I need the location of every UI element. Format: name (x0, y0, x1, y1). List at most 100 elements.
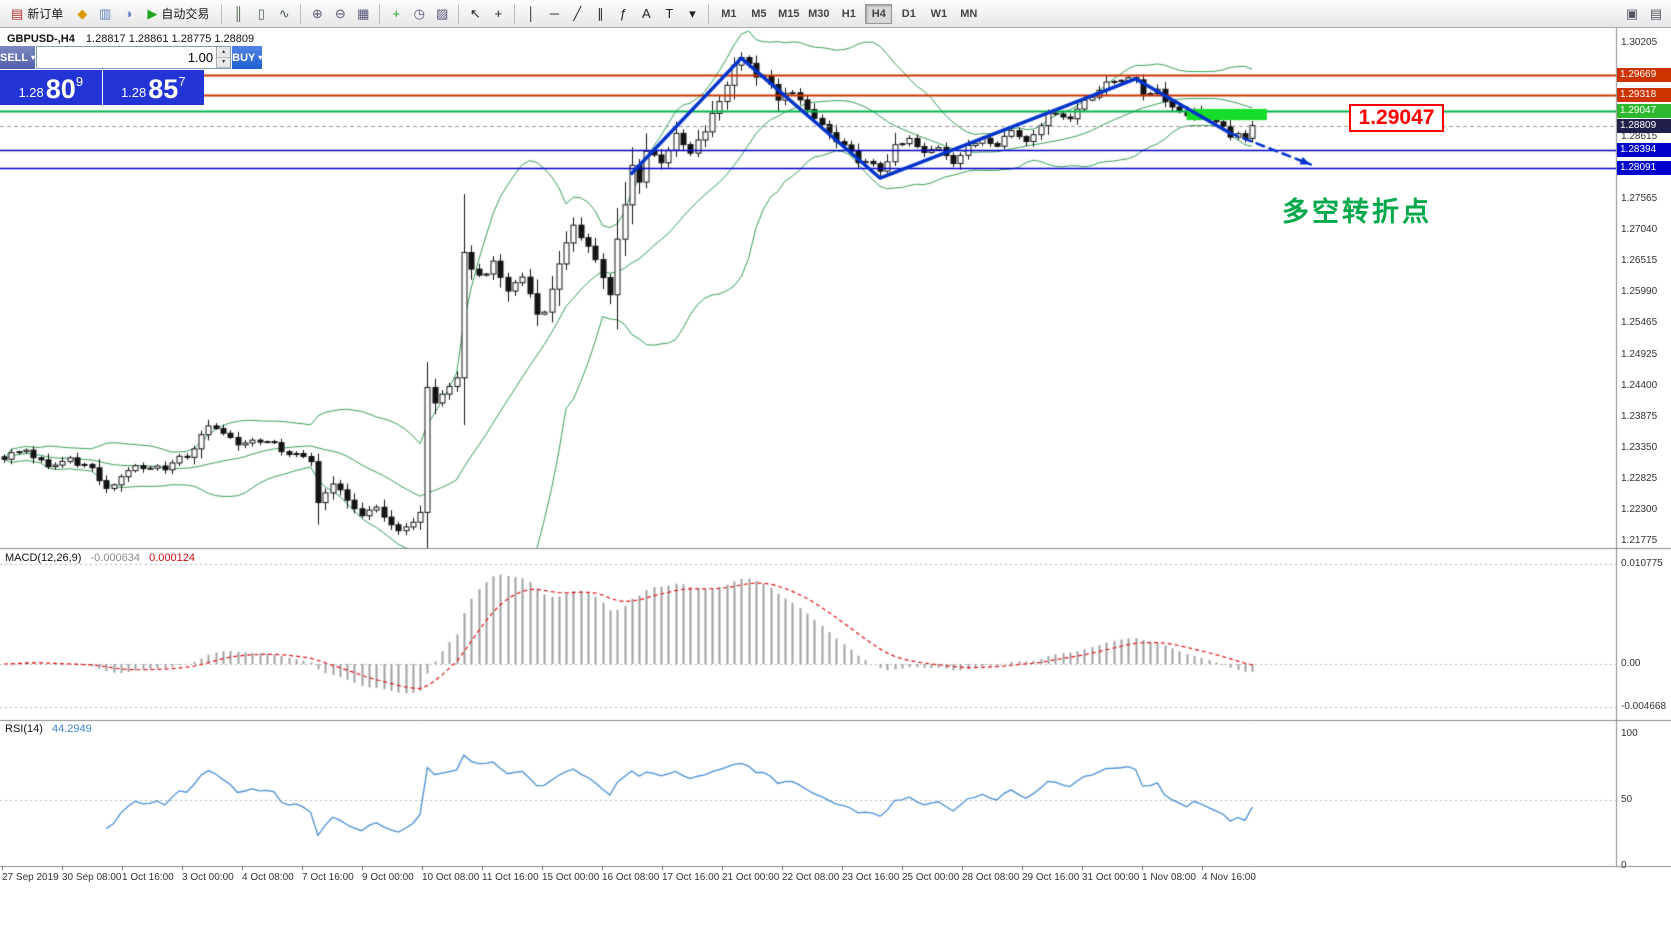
price-badge: 1.28091 (1617, 160, 1671, 175)
fibonacci-icon[interactable]: ƒ (612, 3, 634, 25)
price-axis-label: 1.22300 (1621, 504, 1658, 515)
arrows-tool-icon[interactable]: T (658, 3, 680, 25)
channel-icon[interactable]: ∥ (589, 3, 611, 25)
time-axis-label: 17 Oct 16:00 (662, 872, 720, 883)
time-axis-label: 27 Sep 2019 (2, 872, 59, 883)
price-badge: 1.29669 (1617, 67, 1671, 82)
crosshair-icon[interactable]: + (487, 3, 509, 25)
cursor-icon[interactable]: ↖ (464, 3, 486, 25)
data-window-icon[interactable]: ◑ (117, 3, 139, 25)
macd-name: MACD(12,26,9) (5, 552, 82, 564)
trade-price-row: 1.28 80 9 1.28 85 7 (0, 70, 204, 105)
toolbar-separator (379, 3, 381, 24)
periods-icon[interactable]: ◷ (408, 3, 430, 25)
rsi-axis-label: 0 (1621, 860, 1627, 871)
price-badge: 1.28809 (1617, 118, 1671, 133)
sell-caret-icon: ▾ (31, 53, 36, 62)
time-axis-label: 29 Oct 16:00 (1022, 872, 1080, 883)
sell-price-prefix: 1.28 (18, 85, 44, 100)
price-axis-label: 1.28615 (1621, 130, 1658, 142)
shapes-dropdown-icon-glyph-icon: ▾ (689, 5, 696, 21)
text-icon-glyph-icon: A (641, 6, 651, 21)
buy-price-display[interactable]: 1.28 85 7 (102, 70, 204, 105)
timeframe-button-h4[interactable]: H4 (865, 3, 893, 24)
buy-button[interactable]: BUY ▾ (232, 46, 263, 69)
rsi-axis-label: 50 (1621, 794, 1633, 805)
buy-price-prefix: 1.28 (120, 85, 147, 100)
profiles-icon-glyph-icon: ◆ (77, 5, 88, 21)
volume-down-button[interactable]: ▾ (217, 57, 231, 68)
time-axis-label: 4 Oct 08:00 (242, 872, 294, 883)
market-watch-icon-glyph-icon: ▥ (99, 5, 112, 21)
timeframe-button-m15[interactable]: M15 (778, 7, 800, 20)
macd-indicator-label: MACD(12,26,9) -0.000634 0.000124 (5, 552, 195, 564)
autotrading-button-label: 自动交易 (161, 7, 210, 21)
price-axis-label: 1.27565 (1621, 193, 1658, 204)
rsi-axis-label: 100 (1621, 728, 1638, 739)
line-chart-icon-glyph-icon: ∿ (278, 5, 290, 21)
shapes-dropdown-icon[interactable]: ▾ (681, 3, 703, 25)
price-badge: 1.29047 (1617, 104, 1671, 119)
time-axis-label: 23 Oct 16:00 (842, 872, 900, 883)
time-axis-label: 1 Oct 16:00 (122, 872, 174, 883)
trendline-icon[interactable]: ╱ (566, 3, 588, 25)
macd-axis-label: 0.00 (1621, 658, 1641, 669)
vertical-line-icon[interactable]: │ (520, 3, 542, 25)
sell-price-display[interactable]: 1.28 80 9 (0, 70, 102, 105)
timeframe-button-h1[interactable]: H1 (841, 7, 856, 20)
timeframe-button-w1[interactable]: W1 (930, 7, 948, 20)
channel-icon-glyph-icon: ∥ (597, 5, 604, 21)
time-axis-label: 1 Nov 08:00 (1142, 872, 1196, 883)
arrows-tool-icon-glyph-icon: T (665, 6, 674, 21)
timeframe-button-mn[interactable]: MN (960, 7, 978, 20)
time-axis-label: 22 Oct 08:00 (782, 872, 840, 883)
new-order-button[interactable]: ▤ 新订单 (4, 3, 70, 25)
templates-icon-glyph-icon: ▨ (436, 5, 449, 21)
time-axis-label: 3 Oct 00:00 (182, 872, 234, 883)
line-chart-icon[interactable]: ∿ (273, 3, 295, 25)
timeframe-button-d1[interactable]: D1 (901, 7, 916, 20)
zoom-in-icon[interactable]: ⊕ (306, 3, 328, 25)
time-axis-label: 25 Oct 00:00 (902, 872, 960, 883)
macd-value-main: -0.000634 (90, 552, 141, 564)
volume-spinner: ▴ ▾ (216, 47, 231, 68)
price-badge: 1.29318 (1617, 88, 1671, 103)
market-watch-icon[interactable]: ▥ (94, 3, 116, 25)
price-axis-label: 1.22825 (1621, 472, 1658, 484)
text-icon[interactable]: A (635, 3, 657, 25)
timeframe-button-m5[interactable]: M5 (751, 7, 767, 20)
toolbar: ▤ 新订单 ◆ ▥ ◑ ▶ 自动交易 ║ ▯ ∿ ⊕ ⊖ ▦ + ◷ ▨ ↖ + │ ─ ╱ ∥ ƒ A T ▾ M1 M5 M15 M3… (0, 0, 1671, 28)
candlestick-chart-icon[interactable]: ▯ (250, 3, 272, 25)
zoom-in-icon-glyph-icon: ⊕ (311, 5, 323, 21)
time-axis-label: 4 Nov 16:00 (1202, 872, 1256, 883)
tile-windows-icon[interactable]: ▦ (352, 3, 374, 25)
price-axis-label: 1.26515 (1621, 255, 1658, 267)
zoom-out-icon[interactable]: ⊖ (329, 3, 351, 25)
time-axis-label: 30 Sep 08:00 (62, 872, 122, 883)
crosshair-icon-glyph-icon: + (494, 6, 503, 21)
volume-input[interactable] (37, 47, 217, 68)
sell-button-label: SELL (0, 51, 29, 64)
sell-button[interactable]: SELL ▾ (0, 46, 36, 69)
time-axis-label: 9 Oct 00:00 (362, 872, 414, 883)
time-axis-label: 15 Oct 00:00 (542, 872, 600, 883)
volume-up-button[interactable]: ▴ (217, 47, 231, 58)
timeframe-button-m30[interactable]: M30 (808, 7, 830, 20)
timeframe-button-m1[interactable]: M1 (721, 7, 737, 20)
autotrading-button[interactable]: ▶ 自动交易 (140, 3, 216, 25)
bar-chart-icon[interactable]: ║ (227, 3, 249, 25)
periods-icon-glyph-icon: ◷ (413, 5, 425, 21)
templates-icon[interactable]: ▨ (431, 3, 453, 25)
horizontal-line-icon-glyph-icon: ─ (549, 6, 559, 21)
toolbar-left-group: ▤ 新订单 ◆ ▥ ◑ ▶ 自动交易 ║ ▯ ∿ ⊕ ⊖ ▦ + ◷ ▨ ↖ + │ ─ ╱ ∥ ƒ A T ▾ M1 M5 M15 M3… (4, 3, 983, 25)
buy-caret-icon: ▾ (258, 53, 263, 62)
window-layout-icon[interactable]: ▣ (1621, 3, 1643, 25)
indicators-icon[interactable]: + (385, 3, 407, 25)
turning-point-annotation: 多空转折点 (1282, 197, 1432, 227)
time-axis-label: 7 Oct 16:00 (302, 872, 354, 883)
horizontal-line-icon[interactable]: ─ (543, 3, 565, 25)
docking-icon[interactable]: ▤ (1645, 3, 1667, 25)
price-axis-label: 1.25465 (1621, 317, 1658, 329)
profiles-icon[interactable]: ◆ (71, 3, 93, 25)
